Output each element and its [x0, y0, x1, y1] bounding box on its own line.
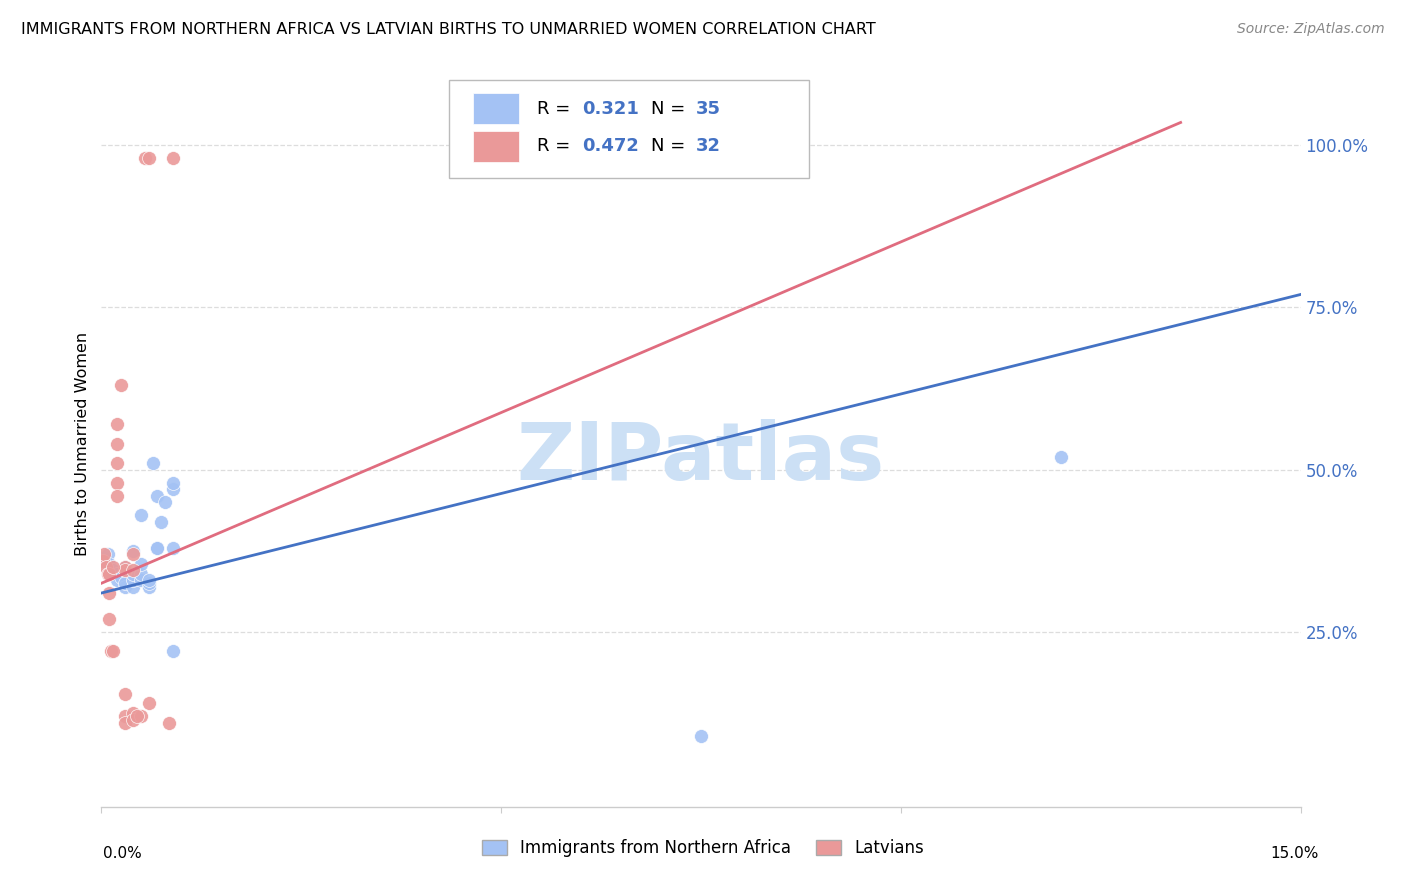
Point — [122, 563, 145, 577]
Legend: Immigrants from Northern Africa, Latvians: Immigrants from Northern Africa, Latvian… — [475, 833, 931, 864]
Point — [97, 566, 120, 581]
Point — [162, 151, 184, 165]
FancyBboxPatch shape — [472, 94, 519, 124]
Point — [100, 644, 122, 658]
Point — [114, 687, 136, 701]
Text: IMMIGRANTS FROM NORTHERN AFRICA VS LATVIAN BIRTHS TO UNMARRIED WOMEN CORRELATION: IMMIGRANTS FROM NORTHERN AFRICA VS LATVI… — [21, 22, 876, 37]
Text: 32: 32 — [696, 137, 721, 155]
Point — [138, 580, 160, 594]
Point — [129, 566, 152, 581]
Text: 0.0%: 0.0% — [103, 846, 142, 861]
Point — [114, 580, 136, 594]
Point — [93, 547, 115, 561]
Point — [138, 573, 160, 587]
Text: N =: N = — [651, 137, 690, 155]
Text: N =: N = — [651, 100, 690, 118]
Point — [97, 547, 120, 561]
Text: 15.0%: 15.0% — [1271, 846, 1319, 861]
Point — [127, 709, 149, 723]
Point — [153, 495, 176, 509]
Text: R =: R = — [537, 137, 575, 155]
Point — [689, 729, 711, 743]
FancyBboxPatch shape — [472, 131, 519, 161]
Point — [98, 566, 121, 581]
Point — [105, 489, 128, 503]
Point — [110, 570, 132, 584]
Text: 35: 35 — [696, 100, 721, 118]
Point — [129, 557, 152, 571]
Point — [146, 541, 169, 555]
Point — [105, 475, 128, 490]
Point — [138, 697, 160, 711]
Point — [105, 417, 128, 432]
Point — [114, 560, 136, 574]
Point — [129, 573, 152, 587]
Point — [98, 612, 121, 626]
Point — [94, 560, 117, 574]
Point — [114, 563, 136, 577]
Point — [138, 576, 160, 591]
Point — [142, 456, 165, 470]
Text: ZIPatlas: ZIPatlas — [517, 419, 884, 498]
Point — [138, 151, 160, 165]
Point — [122, 580, 145, 594]
Text: R =: R = — [537, 100, 575, 118]
Point — [122, 713, 145, 727]
Point — [129, 508, 152, 523]
Point — [98, 566, 121, 581]
Point — [129, 709, 152, 723]
Point — [114, 715, 136, 730]
Point — [134, 151, 156, 165]
Y-axis label: Births to Unmarried Women: Births to Unmarried Women — [75, 332, 90, 556]
Text: Source: ZipAtlas.com: Source: ZipAtlas.com — [1237, 22, 1385, 37]
Point — [114, 560, 136, 574]
Point — [105, 436, 128, 450]
Point — [150, 515, 173, 529]
Point — [122, 544, 145, 558]
Point — [98, 557, 121, 571]
Point — [91, 553, 114, 567]
Point — [105, 456, 128, 470]
Point — [114, 709, 136, 723]
Point — [105, 566, 128, 581]
Point — [110, 378, 132, 392]
Point — [157, 715, 180, 730]
Point — [122, 547, 145, 561]
Point — [114, 563, 136, 577]
Point — [122, 573, 145, 587]
Point — [1049, 450, 1071, 464]
Point — [98, 586, 121, 600]
Point — [122, 566, 145, 581]
Point — [105, 573, 128, 587]
Point — [162, 482, 184, 496]
Point — [162, 644, 184, 658]
Point — [162, 541, 184, 555]
Point — [146, 541, 169, 555]
FancyBboxPatch shape — [449, 80, 808, 178]
Point — [114, 576, 136, 591]
Point — [146, 489, 169, 503]
Point — [122, 706, 145, 720]
Point — [103, 644, 125, 658]
Text: 0.321: 0.321 — [582, 100, 640, 118]
Point — [162, 475, 184, 490]
Point — [103, 560, 125, 574]
Point — [93, 550, 115, 565]
Text: 0.472: 0.472 — [582, 137, 640, 155]
Point — [103, 563, 125, 577]
